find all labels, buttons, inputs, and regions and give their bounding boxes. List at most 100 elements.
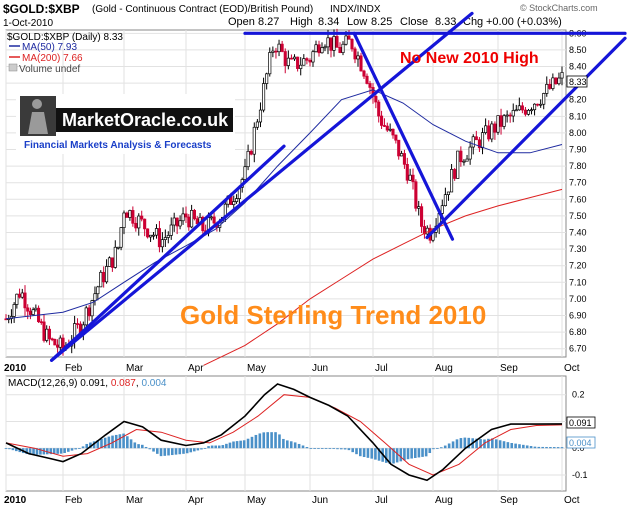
price-bar <box>440 205 444 214</box>
histogram-bar <box>443 445 447 449</box>
price-bar <box>296 56 300 69</box>
chg-label: Chg <box>463 16 483 28</box>
histogram-bar <box>428 448 432 454</box>
price-bar <box>178 220 182 227</box>
histogram-bar <box>549 447 552 449</box>
price-bar <box>18 293 22 298</box>
price-bar <box>243 166 247 180</box>
histogram-bar <box>49 448 53 455</box>
histogram-bar <box>359 448 362 457</box>
histogram-bar <box>395 448 399 463</box>
price-bar <box>548 83 552 89</box>
high-value: 8.34 <box>318 16 339 28</box>
histogram-bar <box>174 448 178 455</box>
price-bar <box>468 146 472 160</box>
price-bar <box>368 83 372 88</box>
price-bar <box>299 64 303 69</box>
badge-macd-value: 0.091 <box>569 418 592 428</box>
histogram-bar <box>467 437 471 449</box>
histogram-bar <box>289 441 293 449</box>
price-bar <box>388 128 392 131</box>
price-tick-label: 7.50 <box>569 211 587 221</box>
price-month-label: Aug <box>435 363 453 374</box>
price-bar <box>514 109 518 112</box>
histogram-bar <box>56 448 59 454</box>
histogram-bar <box>28 448 32 455</box>
histogram-bar <box>459 438 463 449</box>
price-bar <box>286 57 290 66</box>
histogram-bar <box>463 437 467 449</box>
price-bar <box>484 125 488 133</box>
histogram-bar <box>475 438 478 449</box>
price-month-label: Jul <box>375 363 388 374</box>
no-new-high-annotation: No New 2010 High <box>400 50 539 67</box>
histogram-bar <box>25 448 28 455</box>
histogram-bar <box>144 446 148 449</box>
price-bar <box>134 222 138 229</box>
histogram-bar <box>167 448 170 456</box>
price-bar <box>320 47 324 54</box>
price-tick-label: 7.90 <box>569 145 587 155</box>
price-bar <box>332 36 336 51</box>
price-bar <box>122 212 126 228</box>
histogram-bar <box>137 444 140 449</box>
price-bar <box>143 218 147 230</box>
price-bar <box>265 73 269 84</box>
histogram-bar <box>491 438 494 449</box>
price-bar <box>172 217 176 226</box>
histogram-bar <box>552 447 556 449</box>
histogram-bar <box>126 436 129 449</box>
macd-month-label: Apr <box>188 495 204 506</box>
histogram-bar <box>15 448 18 452</box>
histogram-bar <box>250 436 254 449</box>
price-bar <box>465 158 469 162</box>
histogram-bar <box>533 446 537 449</box>
price-bar <box>529 109 534 112</box>
price-bar <box>411 174 415 183</box>
legend-volume: Volume undef <box>19 64 80 75</box>
macd-histogram <box>4 432 564 464</box>
histogram-bar <box>339 448 343 450</box>
histogram-bar <box>217 445 221 449</box>
histogram-bar <box>122 433 125 449</box>
histogram-bar <box>74 448 77 450</box>
histogram-bar <box>100 438 103 449</box>
price-bar <box>459 150 463 163</box>
histogram-bar <box>232 441 235 449</box>
histogram-bar <box>214 445 217 449</box>
price-bar <box>496 115 500 133</box>
price-bar <box>119 227 123 248</box>
histogram-bar <box>417 448 421 458</box>
price-bar <box>107 257 112 267</box>
histogram-bar <box>494 439 498 449</box>
macd-month-label: Sep <box>500 495 518 506</box>
legend-main-title: $GOLD:$XBP (Daily) 8.33 <box>7 32 123 43</box>
high-label: High <box>290 16 313 28</box>
macd-x-axis: 2010 Feb Mar Apr May Jun Jul Aug Sep Oct <box>4 495 580 506</box>
histogram-bar <box>235 441 239 449</box>
histogram-bar <box>487 438 490 449</box>
macd-month-label: 2010 <box>4 495 27 506</box>
histogram-bar <box>366 448 370 458</box>
histogram-bar <box>32 448 35 455</box>
price-x-axis: 2010 Feb Mar Apr May Jun Jul Aug Sep Oct <box>4 363 580 374</box>
histogram-bar <box>529 446 533 449</box>
histogram-bar <box>96 440 100 449</box>
price-bar <box>446 191 451 196</box>
price-tick-label: 8.20 <box>569 95 587 105</box>
macd-label: MACD(12,26,9) 0.091, 0.087, 0.004 <box>8 378 167 389</box>
histogram-bar <box>498 440 502 449</box>
histogram-bar <box>451 441 455 449</box>
histogram-bar <box>301 445 305 449</box>
histogram-bar <box>328 448 332 450</box>
price-bar <box>102 271 106 283</box>
price-bar <box>353 48 357 60</box>
price-bar <box>533 103 537 111</box>
histogram-bar <box>545 446 548 449</box>
histogram-bar <box>266 432 269 449</box>
price-bar <box>34 307 38 311</box>
price-bar <box>45 328 49 341</box>
price-bar <box>47 328 51 340</box>
price-bar <box>125 212 129 218</box>
histogram-bar <box>46 448 49 455</box>
